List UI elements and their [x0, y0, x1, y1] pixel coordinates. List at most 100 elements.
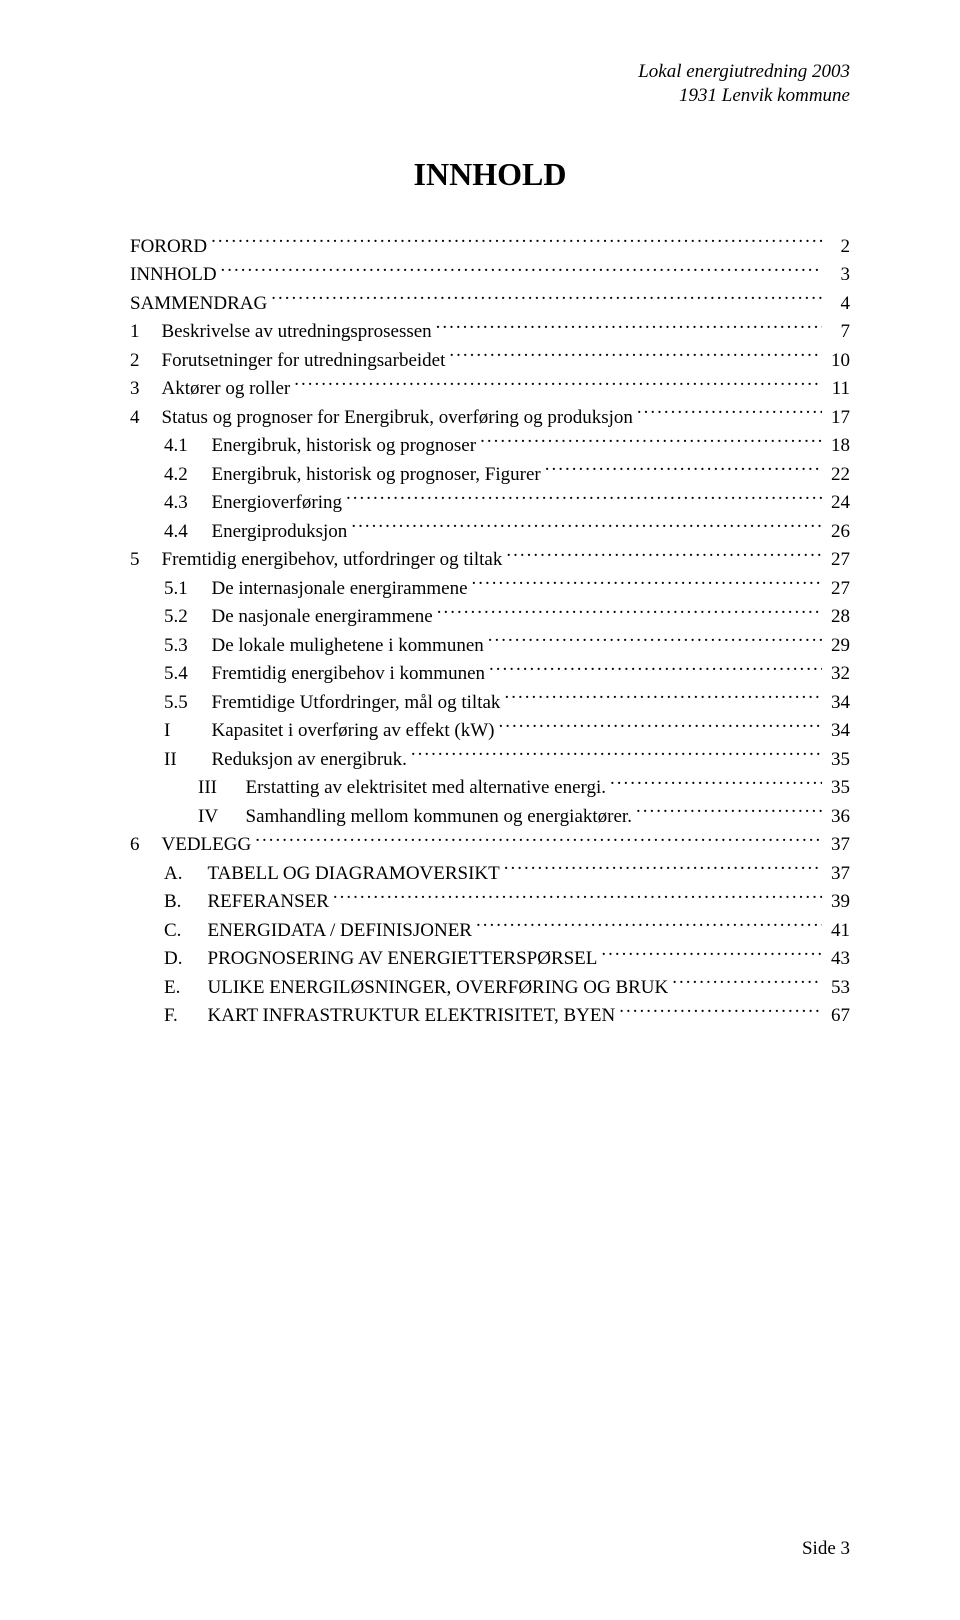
toc-row: E. ULIKE ENERGILØSNINGER, OVERFØRING OG …: [130, 974, 850, 1003]
toc-row: D. PROGNOSERING AV ENERGIETTERSPØRSEL43: [130, 945, 850, 974]
toc-page: 27: [826, 546, 850, 575]
toc-row: 5.5 Fremtidige Utfordringer, mål og tilt…: [130, 689, 850, 718]
toc-number: I: [164, 717, 202, 746]
toc-page: 24: [826, 489, 850, 518]
toc-row: 3 Aktører og roller 11: [130, 375, 850, 404]
toc-leader: [351, 518, 822, 537]
toc-page: 18: [826, 432, 850, 461]
header-line-2: 1931 Lenvik kommune: [130, 84, 850, 108]
toc-number: 1: [130, 318, 152, 347]
toc-leader: [610, 774, 822, 793]
toc-label: Aktører og roller: [162, 375, 291, 404]
toc-number: 5.4: [164, 660, 202, 689]
toc-number: 5.1: [164, 575, 202, 604]
toc-row: 1 Beskrivelse av utredningsprosessen 7: [130, 318, 850, 347]
toc-number: 4.3: [164, 489, 202, 518]
toc-row: 5 Fremtidig energibehov, utfordringer og…: [130, 546, 850, 575]
toc-row: 5.2 De nasjonale energirammene28: [130, 603, 850, 632]
toc-label: Forutsetninger for utredningsarbeidet: [162, 347, 446, 376]
toc-label: Erstatting av elektrisitet med alternati…: [246, 774, 607, 803]
toc-page: 35: [826, 746, 850, 775]
toc-page: 67: [826, 1002, 850, 1031]
toc-number: 2: [130, 347, 152, 376]
toc-label: FORORD: [130, 233, 207, 262]
toc-number: D.: [164, 945, 198, 974]
toc-leader: [476, 917, 822, 936]
toc-page: 35: [826, 774, 850, 803]
toc-label: Energiproduksjon: [212, 518, 348, 547]
toc-label: VEDLEGG: [162, 831, 252, 860]
toc-number: 4: [130, 404, 152, 433]
toc-row: IV Samhandling mellom kommunen og energi…: [130, 803, 850, 832]
toc-label: SAMMENDRAG: [130, 290, 267, 319]
toc-page: 7: [826, 318, 850, 347]
toc-label: TABELL OG DIAGRAMOVERSIKT: [208, 860, 500, 889]
toc-page: 34: [826, 689, 850, 718]
toc-label: INNHOLD: [130, 261, 217, 290]
toc-leader: [488, 632, 822, 651]
toc-page: 34: [826, 717, 850, 746]
toc-leader: [637, 404, 822, 423]
toc-leader: [346, 489, 822, 508]
toc-leader: [504, 860, 822, 879]
toc-number: 5.3: [164, 632, 202, 661]
toc-label: REFERANSER: [208, 888, 329, 917]
toc-number: II: [164, 746, 202, 775]
toc-label: De lokale mulighetene i kommunen: [212, 632, 484, 661]
table-of-contents: FORORD2INNHOLD3SAMMENDRAG41 Beskrivelse …: [130, 233, 850, 1031]
toc-page: 37: [826, 831, 850, 860]
toc-number: E.: [164, 974, 198, 1003]
document-header: Lokal energiutredning 2003 1931 Lenvik k…: [130, 60, 850, 108]
toc-label: Samhandling mellom kommunen og energiakt…: [246, 803, 632, 832]
toc-label: Status og prognoser for Energibruk, over…: [162, 404, 633, 433]
toc-number: C.: [164, 917, 198, 946]
toc-row: SAMMENDRAG4: [130, 290, 850, 319]
toc-row: 4.1 Energibruk, historisk og prognoser18: [130, 432, 850, 461]
toc-leader: [498, 717, 822, 736]
toc-leader: [449, 347, 822, 366]
toc-leader: [489, 660, 822, 679]
toc-leader: [211, 233, 822, 252]
page-footer: Side 3: [802, 1538, 850, 1560]
toc-leader: [255, 831, 822, 850]
toc-page: 37: [826, 860, 850, 889]
toc-row: 4 Status og prognoser for Energibruk, ov…: [130, 404, 850, 433]
toc-leader: [636, 803, 822, 822]
header-line-1: Lokal energiutredning 2003: [130, 60, 850, 84]
toc-label: Beskrivelse av utredningsprosessen: [162, 318, 432, 347]
toc-page: 3: [826, 261, 850, 290]
toc-number: 5.2: [164, 603, 202, 632]
toc-number: 3: [130, 375, 152, 404]
toc-row: 4.4 Energiproduksjon26: [130, 518, 850, 547]
toc-row: A. TABELL OG DIAGRAMOVERSIKT37: [130, 860, 850, 889]
toc-row: III Erstatting av elektrisitet med alter…: [130, 774, 850, 803]
toc-leader: [221, 261, 822, 280]
toc-label: De internasjonale energirammene: [212, 575, 468, 604]
toc-row: 5.4 Fremtidig energibehov i kommunen32: [130, 660, 850, 689]
toc-number: B.: [164, 888, 198, 917]
toc-page: 29: [826, 632, 850, 661]
toc-leader: [472, 575, 822, 594]
toc-row: F. KART INFRASTRUKTUR ELEKTRISITET, BYEN…: [130, 1002, 850, 1031]
toc-label: KART INFRASTRUKTUR ELEKTRISITET, BYEN: [208, 1002, 616, 1031]
toc-label: Energioverføring: [212, 489, 343, 518]
toc-page: 2: [826, 233, 850, 262]
toc-page: 27: [826, 575, 850, 604]
toc-label: PROGNOSERING AV ENERGIETTERSPØRSEL: [208, 945, 598, 974]
toc-number: III: [198, 774, 236, 803]
toc-row: INNHOLD 3: [130, 261, 850, 290]
toc-row: II Reduksjon av energibruk. 35: [130, 746, 850, 775]
toc-page: 53: [826, 974, 850, 1003]
toc-label: Fremtidig energibehov i kommunen: [212, 660, 486, 689]
toc-row: FORORD 2: [130, 233, 850, 262]
toc-leader: [601, 945, 822, 964]
toc-label: ENERGIDATA / DEFINISJONER: [208, 917, 472, 946]
toc-leader: [619, 1002, 822, 1021]
toc-leader: [271, 290, 822, 309]
toc-page: 36: [826, 803, 850, 832]
toc-leader: [294, 375, 822, 394]
toc-leader: [436, 318, 822, 337]
toc-number: 5: [130, 546, 152, 575]
toc-page: 11: [826, 375, 850, 404]
toc-label: Reduksjon av energibruk.: [212, 746, 407, 775]
